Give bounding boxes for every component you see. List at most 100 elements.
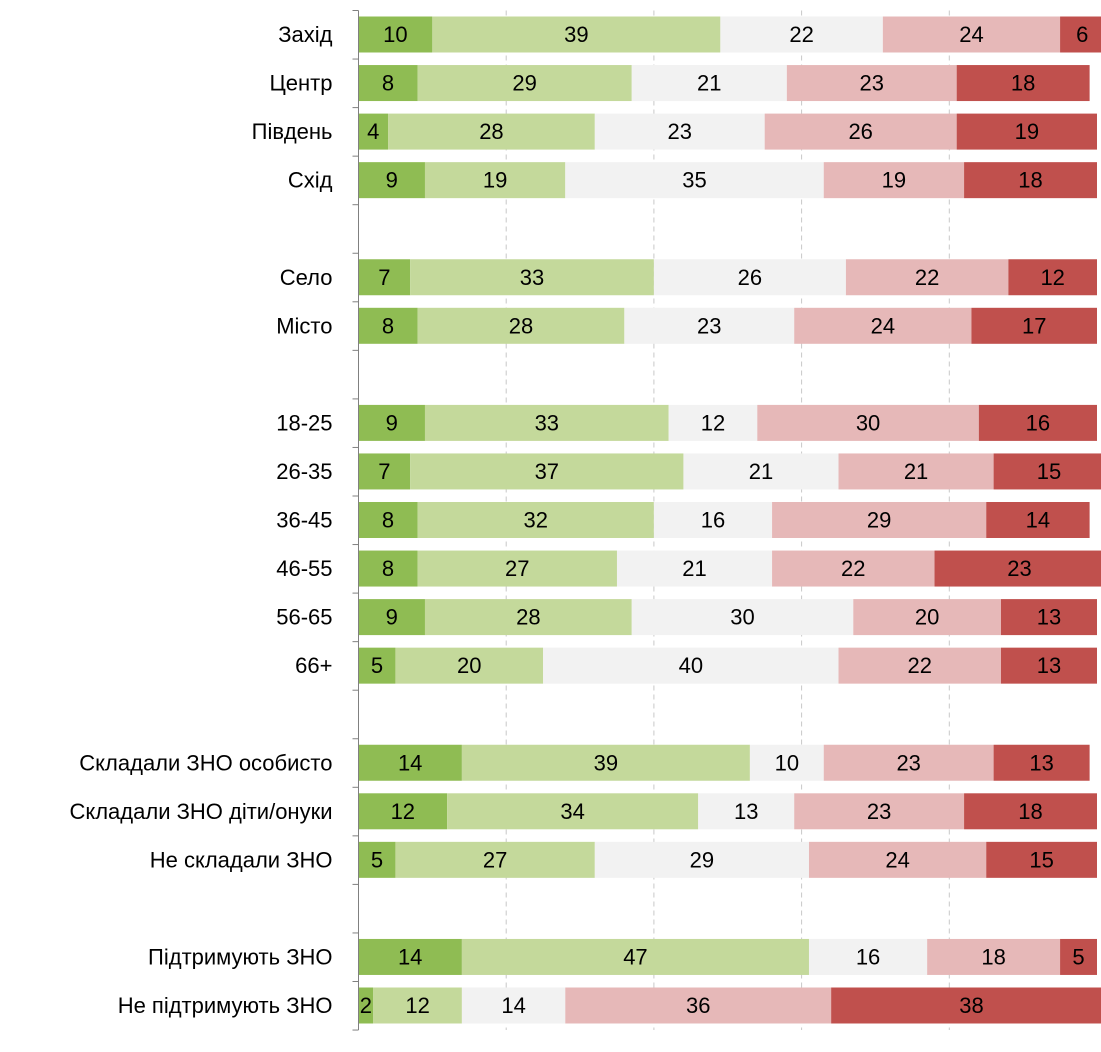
bar-segment [882,16,1061,53]
bar-segment [432,16,721,53]
value-labels: 10 39 22 24 68 29 21 23 184 28 23 26 199 19 35 19 187 33 2… [360,22,1089,1018]
data-label: 8 [382,556,394,581]
data-label: 9 [386,410,398,435]
data-label: 23 [896,750,920,775]
bar-segment [1000,647,1097,684]
data-label: 23 [867,799,891,824]
bar-segment [986,502,1090,538]
bar-segment [845,259,1009,296]
category-label: Складали ЗНО особисто [79,750,332,775]
bar-segment [358,162,425,199]
bar-segment [808,841,987,878]
bar-segment [838,453,994,490]
bar-segment [653,502,773,538]
bar-segment [424,599,632,636]
data-label: 39 [594,750,618,775]
bar-segment [1000,599,1097,636]
data-label: 28 [479,119,503,144]
data-label: 12 [1040,265,1064,290]
bar-segment [358,65,418,102]
bar-segment [668,404,758,441]
data-label: 23 [668,119,692,144]
category-label: Село [280,265,333,290]
bar-segment [927,938,1061,975]
data-label: 14 [398,750,422,775]
data-label: 14 [1026,508,1050,533]
category-label: Місто [276,313,332,338]
data-label: 5 [371,653,383,678]
category-label: Складали ЗНО діти/онуки [69,799,332,824]
bar-segment [624,307,795,344]
data-label: 30 [856,410,880,435]
category-label: 46-55 [276,556,332,581]
data-label: 7 [378,265,390,290]
data-label: 29 [512,71,536,96]
data-label: 16 [856,944,880,969]
bar-segment [683,453,839,490]
bar-segment [417,550,617,587]
data-label: 12 [405,993,429,1018]
data-label: 24 [959,22,983,47]
bar-segment [838,647,1001,684]
data-label: 20 [457,653,481,678]
bar-segment [956,65,1090,102]
bar-segment [853,599,1001,636]
bar-segment [786,65,957,102]
bar-segment [358,502,418,538]
data-label: 19 [1015,119,1039,144]
bar-segment [978,404,1097,441]
data-label: 5 [1072,944,1084,969]
bar-segment [424,162,566,199]
bar-segment [417,502,654,538]
data-label: 2 [360,993,372,1018]
bar-segment [447,793,699,830]
data-label: 30 [730,605,754,630]
bar-segment [395,647,544,684]
data-label: 20 [915,605,939,630]
bar-segment [757,404,979,441]
data-label: 22 [908,653,932,678]
data-label: 23 [1007,556,1031,581]
data-label: 6 [1076,22,1088,47]
data-label: 16 [701,508,725,533]
bar-segment [358,550,418,587]
data-label: 19 [882,168,906,193]
category-label: 36-45 [276,508,332,533]
category-label: Захід [278,22,332,47]
data-label: 9 [386,168,398,193]
category-label: Центр [270,71,333,96]
bar-segment [395,841,595,878]
data-label: 22 [915,265,939,290]
bar-segment [461,938,809,975]
bar-segment [823,744,994,781]
bar-segment [720,16,883,53]
bar-segment [388,113,595,150]
bar-segment [358,793,448,830]
bar-segment [373,987,462,1024]
data-label: 26 [848,119,872,144]
category-label: Підтримують ЗНО [148,944,332,969]
data-label: 33 [520,265,544,290]
bar-segment [772,550,935,587]
bar-segment [993,453,1101,490]
data-label: 27 [505,556,529,581]
bar-segment [631,599,854,636]
bar-segment [1060,16,1101,53]
bar-segment [565,987,832,1024]
data-label: 10 [775,750,799,775]
category-labels: Захід Центр Південь Схід Село Місто 18-25 26-35… [69,22,332,1018]
data-label: 5 [371,847,383,872]
data-label: 39 [564,22,588,47]
data-label: 22 [789,22,813,47]
bar-segment [964,162,1097,199]
bar-segment [358,987,374,1024]
category-label: 66+ [295,653,332,678]
bar-segment [461,744,750,781]
data-label: 36 [686,993,710,1018]
bar-segment [358,938,462,975]
data-label: 35 [682,168,706,193]
bar-segment [794,307,972,344]
data-label: 4 [367,119,379,144]
bar-segment [934,550,1101,587]
